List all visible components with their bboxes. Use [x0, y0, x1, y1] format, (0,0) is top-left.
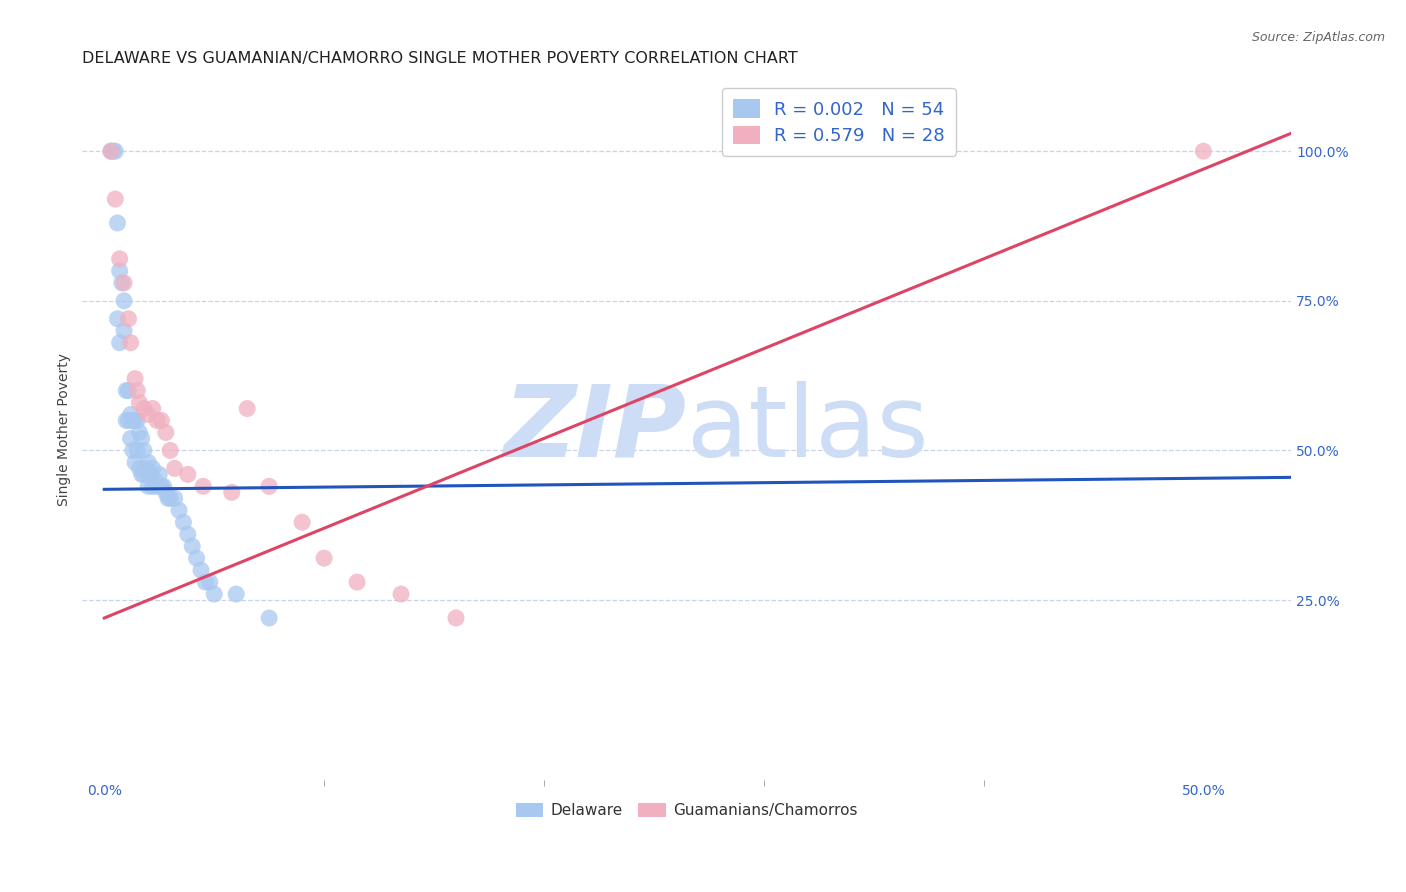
- Legend: Delaware, Guamanians/Chamorros: Delaware, Guamanians/Chamorros: [509, 797, 865, 824]
- Point: [155, 425, 177, 440]
- Point: [108, 252, 131, 266]
- Point: [108, 264, 131, 278]
- Point: [198, 575, 221, 590]
- Point: [120, 432, 142, 446]
- Point: [127, 413, 149, 427]
- Point: [115, 413, 138, 427]
- Point: [124, 413, 146, 427]
- Point: [257, 479, 280, 493]
- Text: Source: ZipAtlas.com: Source: ZipAtlas.com: [1251, 31, 1385, 45]
- Point: [121, 413, 143, 427]
- Point: [155, 485, 177, 500]
- Point: [181, 539, 204, 553]
- Point: [291, 515, 314, 529]
- Point: [131, 432, 153, 446]
- Point: [163, 461, 186, 475]
- Point: [128, 425, 150, 440]
- Point: [143, 474, 166, 488]
- Point: [131, 467, 153, 482]
- Point: [159, 491, 181, 506]
- Point: [128, 461, 150, 475]
- Point: [115, 384, 138, 398]
- Point: [101, 144, 124, 158]
- Point: [157, 491, 180, 506]
- Point: [135, 461, 157, 475]
- Point: [127, 443, 149, 458]
- Point: [236, 401, 259, 416]
- Text: atlas: atlas: [686, 381, 928, 478]
- Point: [190, 563, 212, 577]
- Point: [117, 384, 139, 398]
- Point: [148, 467, 170, 482]
- Point: [142, 479, 165, 493]
- Point: [108, 335, 131, 350]
- Point: [124, 371, 146, 385]
- Point: [121, 443, 143, 458]
- Point: [314, 551, 336, 566]
- Point: [389, 587, 412, 601]
- Point: [444, 611, 467, 625]
- Point: [107, 311, 129, 326]
- Point: [111, 276, 134, 290]
- Point: [177, 467, 200, 482]
- Point: [136, 408, 159, 422]
- Point: [257, 611, 280, 625]
- Point: [177, 527, 200, 541]
- Point: [346, 575, 368, 590]
- Point: [172, 515, 194, 529]
- Point: [152, 479, 174, 493]
- Point: [225, 587, 247, 601]
- Point: [146, 479, 169, 493]
- Point: [139, 467, 162, 482]
- Point: [127, 384, 149, 398]
- Point: [104, 144, 127, 158]
- Point: [100, 144, 122, 158]
- Point: [117, 311, 139, 326]
- Point: [142, 461, 165, 475]
- Point: [163, 491, 186, 506]
- Point: [146, 413, 169, 427]
- Point: [120, 408, 142, 422]
- Point: [117, 413, 139, 427]
- Point: [193, 479, 215, 493]
- Point: [112, 276, 135, 290]
- Point: [142, 401, 165, 416]
- Point: [104, 192, 127, 206]
- Text: DELAWARE VS GUAMANIAN/CHAMORRO SINGLE MOTHER POVERTY CORRELATION CHART: DELAWARE VS GUAMANIAN/CHAMORRO SINGLE MO…: [83, 51, 799, 66]
- Point: [167, 503, 190, 517]
- Point: [136, 479, 159, 493]
- Point: [132, 443, 155, 458]
- Point: [112, 293, 135, 308]
- Point: [120, 335, 142, 350]
- Point: [150, 413, 173, 427]
- Point: [150, 479, 173, 493]
- Point: [136, 455, 159, 469]
- Point: [1192, 144, 1215, 158]
- Point: [132, 401, 155, 416]
- Point: [132, 467, 155, 482]
- Point: [107, 216, 129, 230]
- Point: [194, 575, 217, 590]
- Point: [112, 324, 135, 338]
- Point: [159, 443, 181, 458]
- Y-axis label: Single Mother Poverty: Single Mother Poverty: [58, 353, 72, 506]
- Point: [221, 485, 243, 500]
- Point: [202, 587, 225, 601]
- Point: [186, 551, 208, 566]
- Text: ZIP: ZIP: [503, 381, 686, 478]
- Point: [128, 395, 150, 409]
- Point: [124, 455, 146, 469]
- Point: [100, 144, 122, 158]
